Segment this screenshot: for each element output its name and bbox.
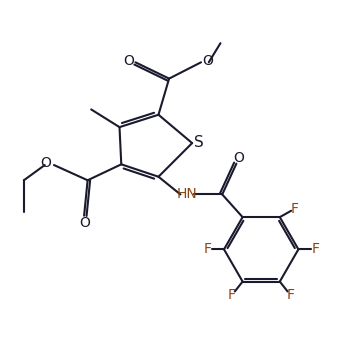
Text: O: O [80,216,91,230]
Text: F: F [203,242,211,256]
Text: F: F [228,288,236,302]
Text: F: F [291,201,299,216]
Text: HN: HN [176,187,197,201]
Text: F: F [286,288,294,302]
Text: S: S [193,135,203,150]
Text: O: O [123,54,134,67]
Text: O: O [233,151,244,165]
Text: O: O [41,156,52,170]
Text: F: F [311,242,319,256]
Text: O: O [202,54,213,68]
